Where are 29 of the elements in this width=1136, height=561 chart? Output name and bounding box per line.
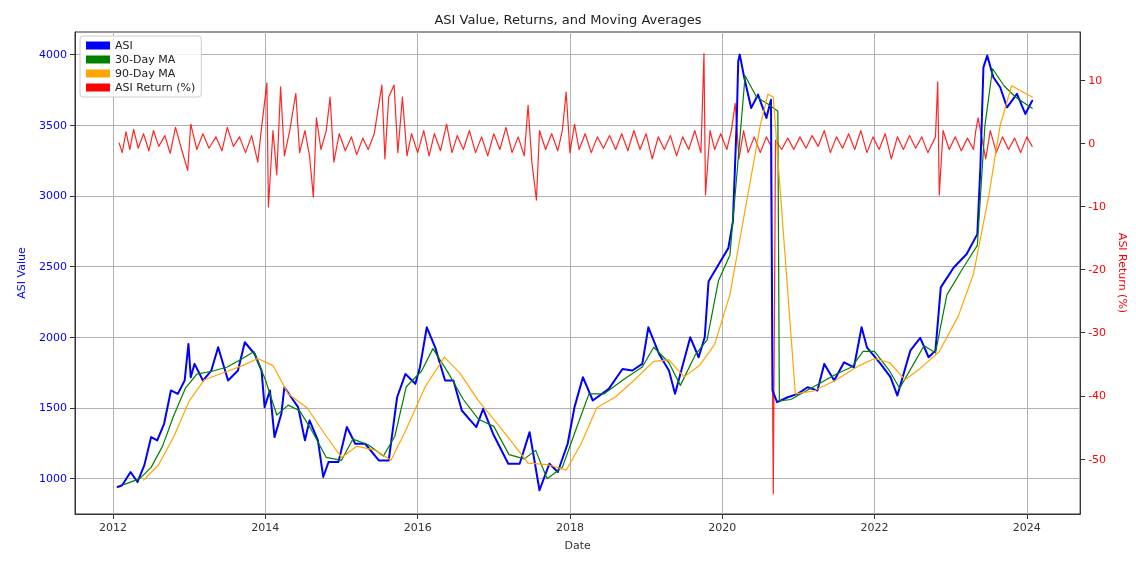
x-tick-label: 2012 — [99, 521, 128, 534]
legend-label: ASI Return (%) — [115, 81, 196, 94]
y2-tick-label: -30 — [1088, 326, 1107, 340]
x-tick-label: 2018 — [555, 521, 584, 534]
legend-label: ASI — [115, 39, 133, 52]
y2-tick-label: -40 — [1088, 389, 1107, 403]
y2-tick-label: -20 — [1088, 263, 1107, 277]
y-axis-title: ASI Value — [15, 247, 28, 299]
x-tick-label: 2016 — [403, 521, 432, 534]
x-axis-title: Date — [564, 539, 591, 552]
y-tick-label: 1500 — [39, 401, 67, 415]
legend-label: 30-Day MA — [115, 53, 176, 66]
y-tick-label: 1000 — [39, 472, 67, 486]
chart-title: ASI Value, Returns, and Moving Averages — [434, 12, 702, 27]
y-tick-label: 3000 — [39, 189, 67, 203]
y-tick-label: 2500 — [39, 260, 67, 274]
x-tick-label: 2024 — [1012, 521, 1041, 534]
y2-axis-title: ASI Return (%) — [1116, 232, 1129, 314]
y-tick-label: 4000 — [39, 48, 67, 62]
y2-tick-label: 10 — [1088, 73, 1103, 87]
legend-label: 90-Day MA — [115, 67, 176, 80]
x-tick-label: 2022 — [860, 521, 889, 534]
y-tick-label: 2000 — [39, 330, 67, 344]
y2-tick-label: -10 — [1088, 199, 1107, 213]
y2-tick-label: -50 — [1088, 452, 1107, 466]
x-tick-label: 2020 — [708, 521, 737, 534]
y2-tick-label: 0 — [1088, 136, 1096, 150]
x-tick-label: 2014 — [251, 521, 280, 534]
y-tick-label: 3500 — [39, 118, 67, 132]
